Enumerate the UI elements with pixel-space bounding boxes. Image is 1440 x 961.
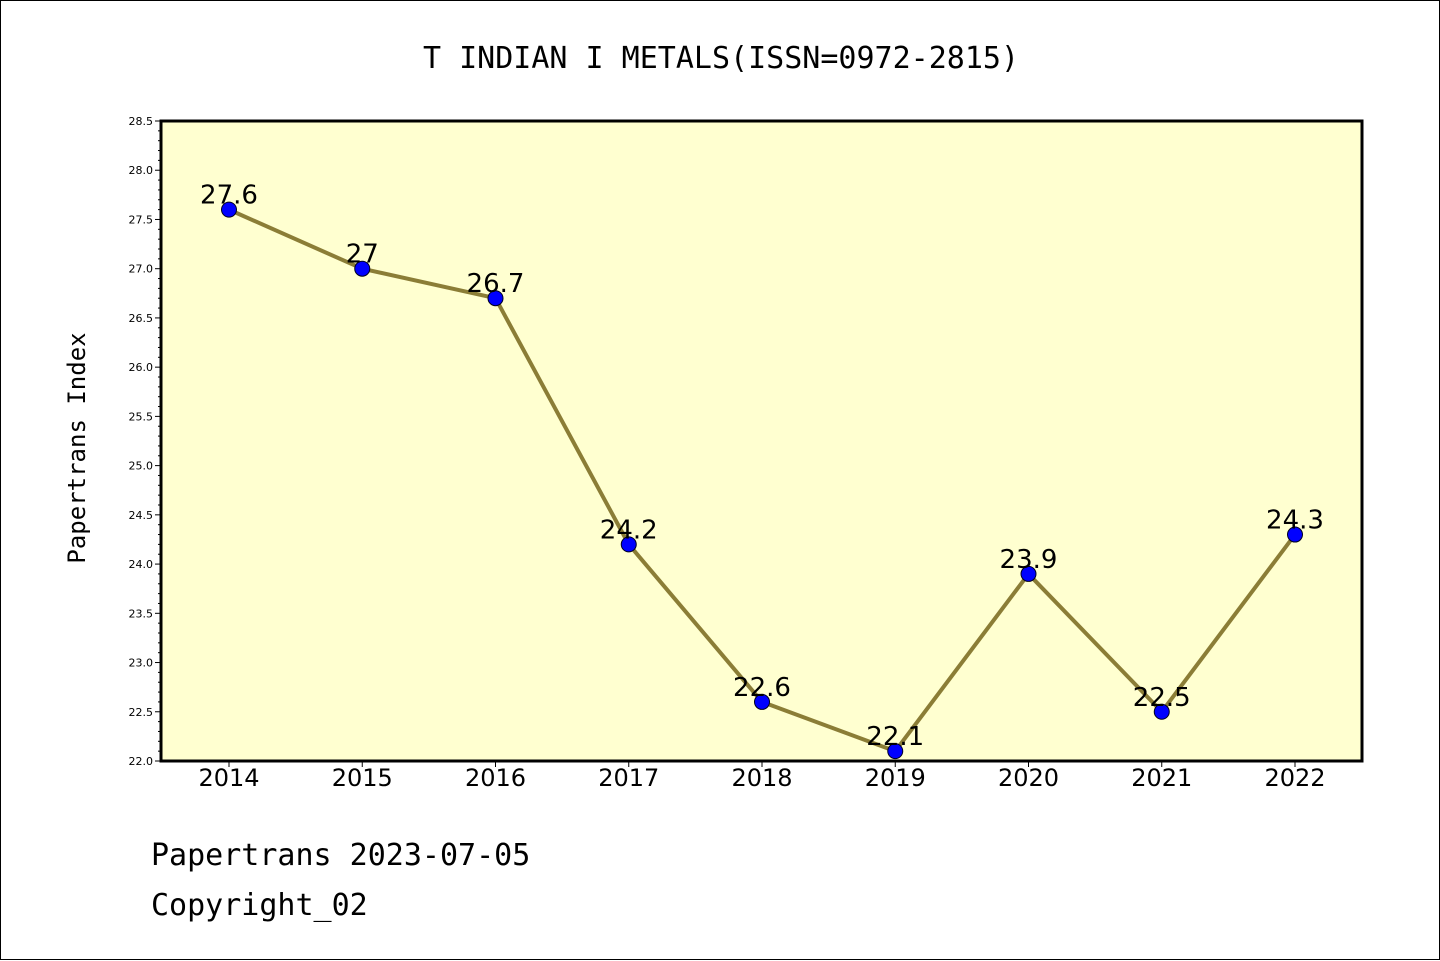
y-tick-label: 26.5 [129,312,154,325]
y-tick-label: 23.0 [129,657,154,670]
y-tick-label: 28.5 [129,115,154,128]
x-tick-label: 2018 [731,764,792,792]
x-axis: 2014 2015 2016 2017 2018 2019 2020 2021 2022 [198,761,1326,792]
y-tick-label: 28.0 [129,164,154,177]
x-tick-label: 2017 [598,764,659,792]
data-points [221,201,1303,760]
y-axis-label: Papertrans Index [63,332,91,563]
y-tick-label: 22.0 [129,755,154,768]
y-tick-label: 24.0 [129,558,154,571]
x-tick-label: 2014 [198,764,259,792]
x-tick-label: 2022 [1264,764,1325,792]
data-point-2020 [1020,565,1037,582]
y-tick-label: 25.5 [129,410,154,423]
x-tick-label: 2015 [332,764,393,792]
y-tick-label: 23.5 [129,607,154,620]
data-point-2016 [487,290,504,307]
data-point-2017 [620,536,637,553]
footer-date-text: Papertrans 2023-07-05 [151,838,530,873]
data-label-2021: 22.5 [1133,683,1191,713]
data-point-2021 [1153,703,1170,720]
footer-copyright-text: Copyright_02 [151,888,368,923]
data-point-2015 [354,260,371,277]
data-point-2019 [887,743,904,760]
y-tick-label: 22.5 [129,706,154,719]
data-label-2016: 26.7 [467,269,525,299]
data-label-2018: 22.6 [733,673,791,703]
x-tick-label: 2020 [998,764,1059,792]
plot-area [161,121,1362,761]
data-label-2022: 24.3 [1266,506,1324,536]
y-tick-label: 27.5 [129,213,154,226]
plot-border [159,119,1364,763]
y-tick-label: 27.0 [129,263,154,276]
y-axis: 22.0 22.5 23.0 23.5 24.0 24.5 25.0 25.5 26.0 26.5… [129,115,161,768]
y-tick-label: 24.5 [129,509,154,522]
data-labels: 27.6 27 26.7 24.2 22.6 22.1 23.9 22.5 24.3 [200,181,1324,753]
data-label-2019: 22.1 [866,722,924,752]
data-point-2014 [221,201,237,218]
x-tick-label: 2016 [465,764,526,792]
y-tick-label: 26.0 [129,361,154,374]
data-label-2017: 24.2 [600,515,658,545]
data-point-2022 [1287,526,1303,543]
chart-title: T INDIAN I METALS(ISSN=0972-2815) [423,41,1019,76]
y-tick-label: 25.0 [129,460,154,473]
x-tick-label: 2019 [865,764,926,792]
data-point-2018 [754,693,770,710]
data-label-2015: 27 [346,240,379,270]
data-label-2020: 23.9 [1000,545,1058,575]
x-tick-label: 2021 [1131,764,1192,792]
data-label-2014: 27.6 [200,181,258,211]
